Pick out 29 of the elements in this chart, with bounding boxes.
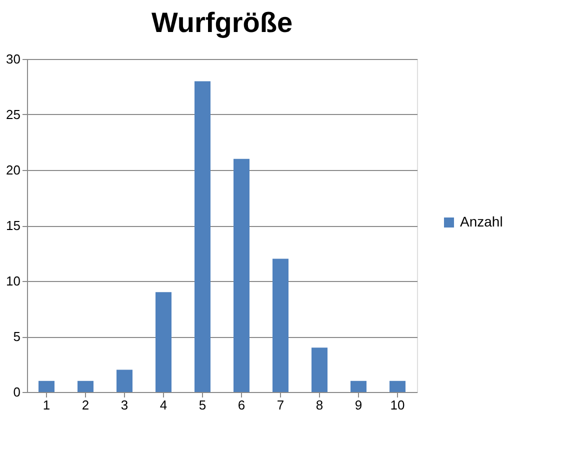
y-tick-label: 5: [13, 329, 20, 344]
bar: [312, 348, 328, 392]
y-tick-label: 20: [6, 162, 20, 178]
y-tick-label: 25: [6, 107, 20, 122]
bar: [116, 370, 132, 392]
bar: [78, 380, 94, 392]
bar: [194, 81, 210, 392]
bar: [390, 380, 406, 392]
bar: [234, 158, 250, 392]
chart-title: Wurfgröße: [151, 7, 293, 38]
x-tick-label: 3: [120, 398, 128, 412]
y-tick-label: 30: [6, 52, 20, 66]
x-tick-label: 1: [42, 398, 50, 412]
bar: [156, 292, 172, 392]
x-tick-label: 6: [238, 398, 246, 412]
y-tick-label: 0: [13, 384, 20, 400]
bar: [272, 258, 288, 392]
x-tick-label: 5: [198, 398, 206, 412]
legend-label: Anzahl: [460, 214, 503, 230]
y-tick-label: 15: [6, 218, 20, 233]
x-tick-label: 4: [160, 398, 168, 412]
y-tick-label: 10: [6, 274, 20, 288]
x-tick-label: 8: [316, 398, 324, 412]
x-tick-label: 9: [354, 398, 362, 412]
x-tick-label: 2: [82, 398, 90, 412]
bar: [38, 380, 54, 392]
bar: [350, 380, 366, 392]
x-tick-label: 7: [276, 398, 284, 412]
x-tick-label: 10: [390, 398, 405, 412]
